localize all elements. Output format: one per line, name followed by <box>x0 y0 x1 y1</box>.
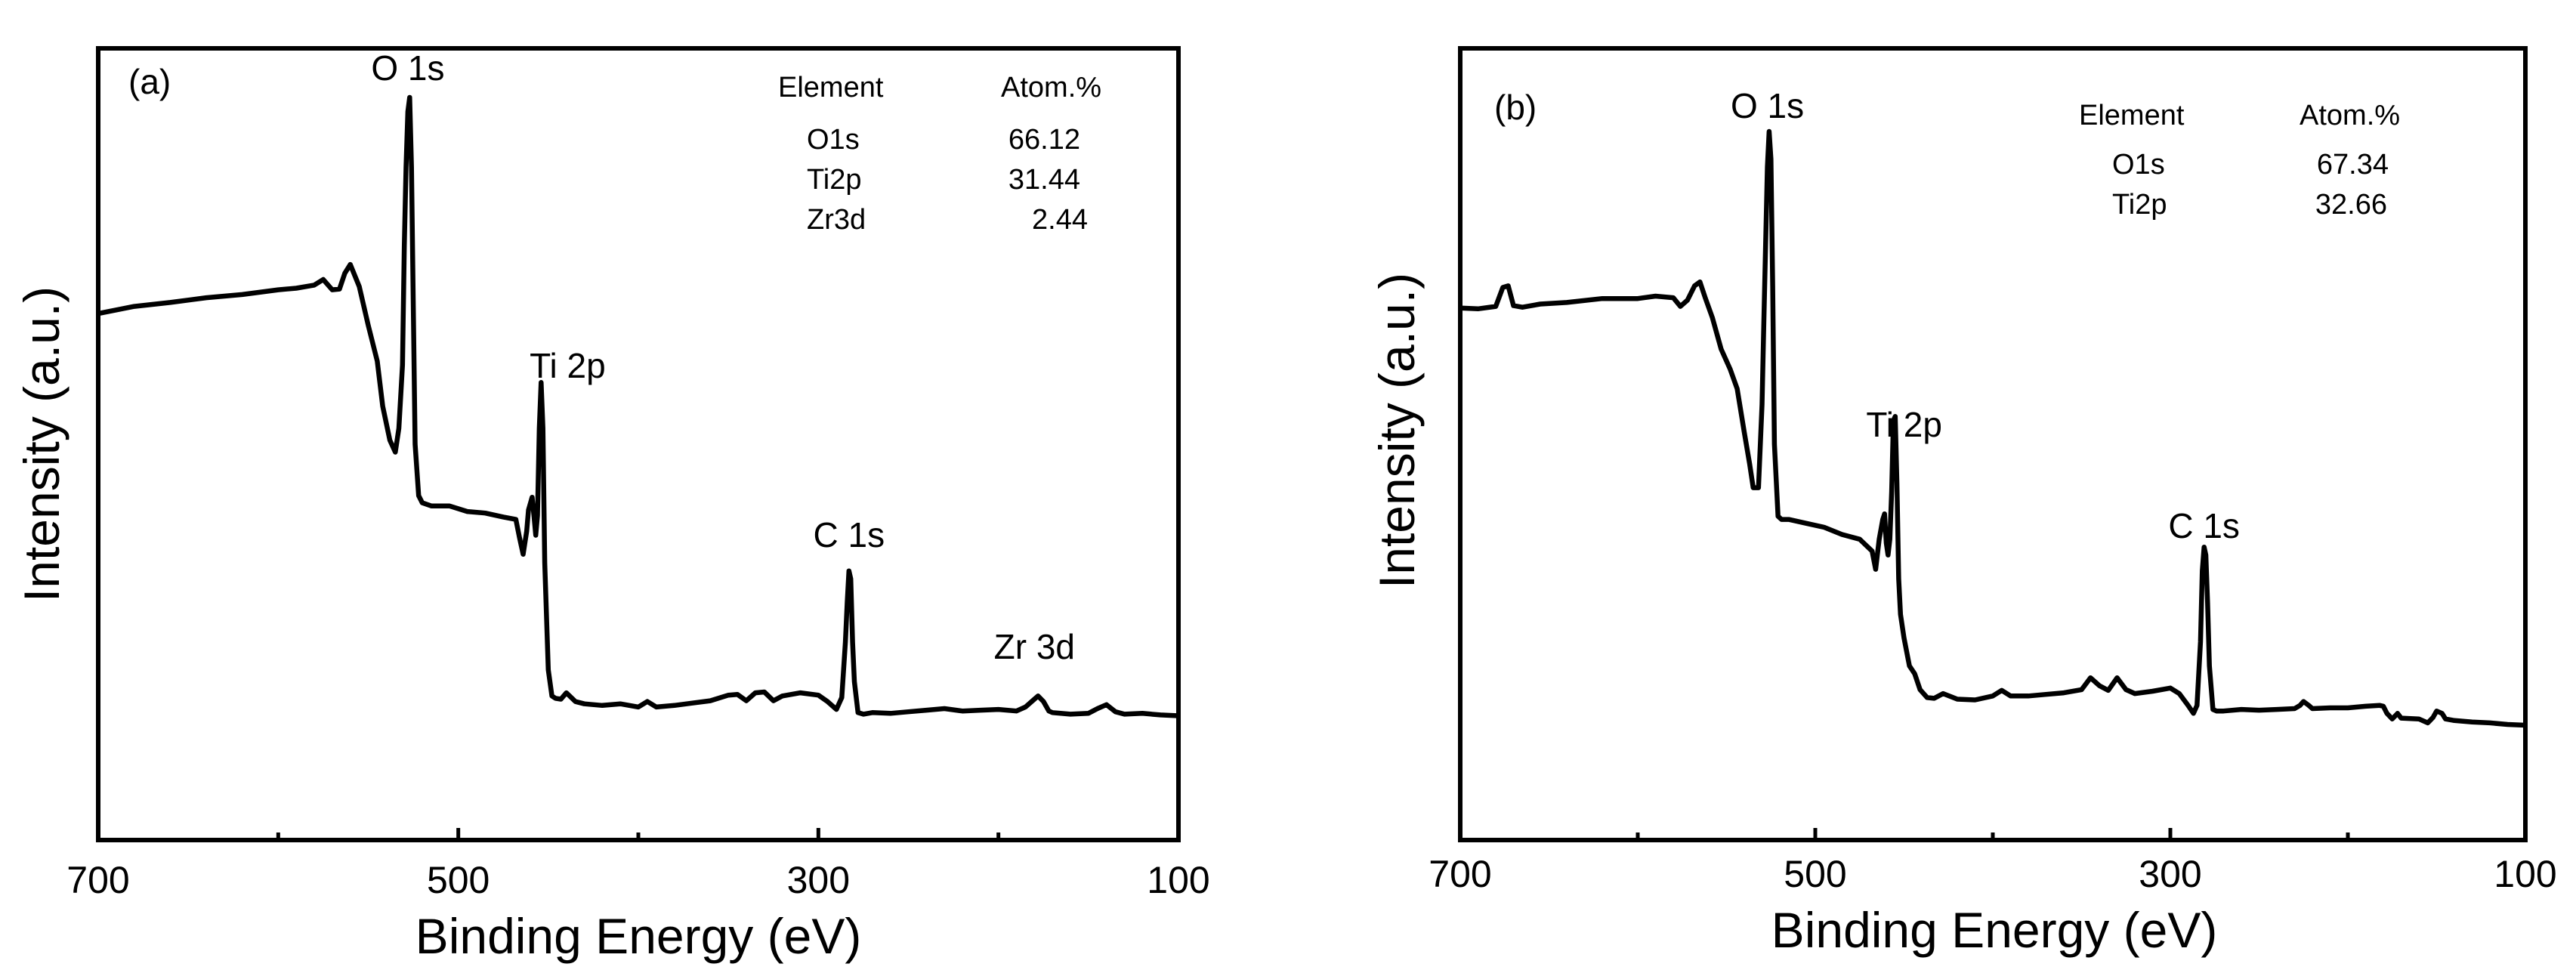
table-cell-value: 32.66 <box>2315 189 2387 221</box>
panel-b-chart: 700 500 300 100 Binding Energy (eV) Inte… <box>1369 46 2557 958</box>
panel-a-x-axis-label: Binding Energy (eV) <box>415 908 862 964</box>
panel-a-x-ticks <box>96 828 1181 840</box>
table-cell-element: Ti2p <box>807 164 862 196</box>
panel-a-annotation-c1s: C 1s <box>814 515 885 554</box>
panel-b-x-tick-label: 700 <box>1429 853 1491 895</box>
panel-a-x-tick-label: 700 <box>66 859 129 901</box>
panel-b-y-axis-label: Intensity (a.u.) <box>1369 273 1425 588</box>
panel-a-annotation-zr3d: Zr 3d <box>994 627 1075 666</box>
panel-b-x-tick-label: 300 <box>2139 853 2201 895</box>
table-header-atom-percent: Atom.% <box>1001 72 1101 103</box>
table-cell-element: Zr3d <box>807 204 866 236</box>
panel-b-x-ticks <box>1458 828 2528 840</box>
table-cell-value: 31.44 <box>1008 164 1080 196</box>
panel-a-label: (a) <box>128 62 171 101</box>
panel-a-x-tick-label: 500 <box>427 859 490 901</box>
table-cell-value: 2.44 <box>1032 204 1088 236</box>
panel-b-x-tick-label: 100 <box>2494 853 2556 895</box>
panel-a-composition-table: Element Atom.% O1s 66.12 Ti2p 31.44 Zr3d… <box>778 72 1101 236</box>
panel-a-x-tick-labels: 700 500 300 100 <box>66 859 1209 901</box>
panel-a-series-line <box>97 94 1179 718</box>
table-header-atom-percent: Atom.% <box>2300 100 2400 131</box>
panel-a-x-tick-label: 100 <box>1147 859 1209 901</box>
table-header-element: Element <box>778 72 884 103</box>
panel-b-x-tick-labels: 700 500 300 100 <box>1429 853 2556 895</box>
table-cell-element: O1s <box>807 124 860 156</box>
panel-b-composition-table: Element Atom.% O1s 67.34 Ti2p 32.66 <box>2079 100 2400 221</box>
panel-b-annotation-ti2p: Ti 2p <box>1866 405 1942 444</box>
panel-a-annotation-ti2p: Ti 2p <box>530 346 606 385</box>
table-cell-element: O1s <box>2112 149 2165 181</box>
panel-b-annotation-c1s: C 1s <box>2168 506 2240 545</box>
panel-a-y-axis-label: Intensity (a.u.) <box>14 286 69 602</box>
table-cell-element: Ti2p <box>2112 189 2167 221</box>
panel-b-x-axis-label: Binding Energy (eV) <box>1771 902 2218 958</box>
table-cell-value: 66.12 <box>1008 124 1080 156</box>
panel-b-annotation-o1s: O 1s <box>1731 86 1804 125</box>
panel-b-x-tick-label: 500 <box>1784 853 1846 895</box>
table-header-element: Element <box>2079 100 2185 131</box>
table-cell-value: 67.34 <box>2317 149 2389 181</box>
panel-a-annotation-o1s: O 1s <box>371 48 444 88</box>
panel-b-label: (b) <box>1494 88 1537 127</box>
panel-a-chart: 700 500 300 100 Binding Energy (eV) Inte… <box>14 46 1210 964</box>
panel-b-series-line <box>1459 128 2526 728</box>
panel-a-x-tick-label: 300 <box>787 859 850 901</box>
